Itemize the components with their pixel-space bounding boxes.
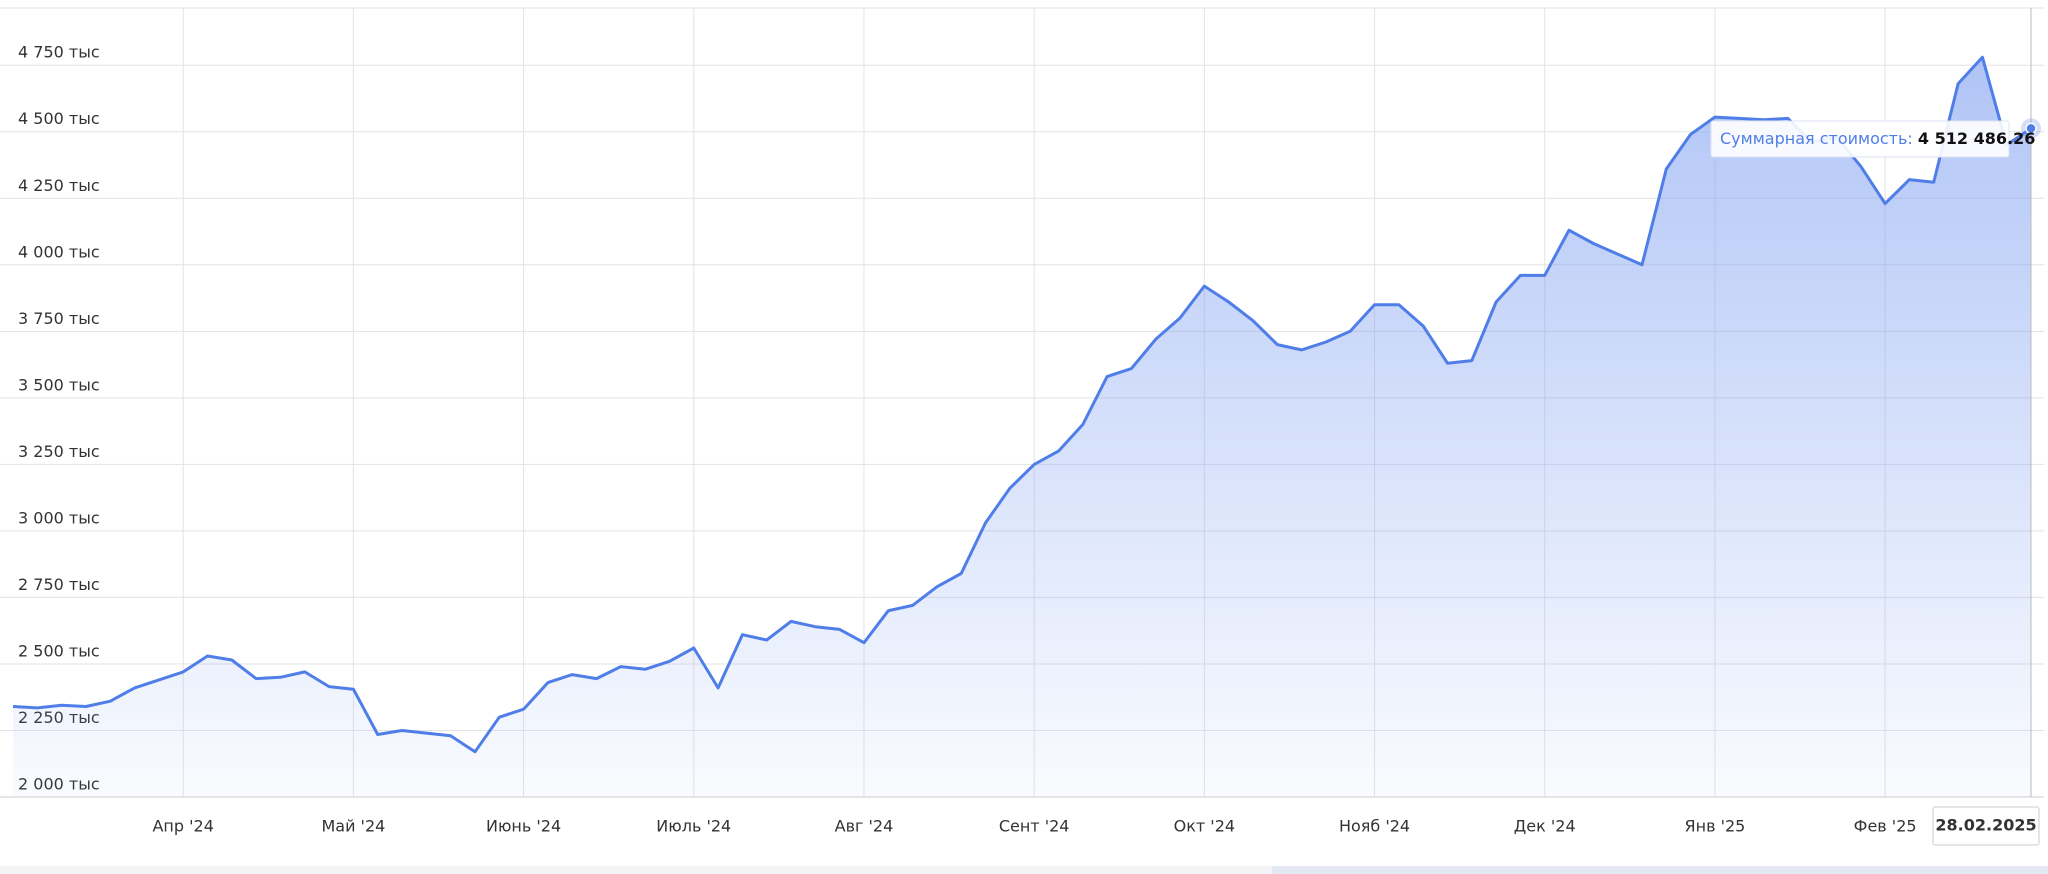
x-tick-label: Фев '25 — [1854, 817, 1917, 836]
y-tick-label: 4 250 тыс — [18, 176, 100, 195]
x-tick-label: Дек '24 — [1514, 817, 1576, 836]
y-tick-label: 2 750 тыс — [18, 575, 100, 594]
y-tick-label: 3 500 тыс — [18, 375, 100, 394]
y-tick-label: 4 500 тыс — [18, 109, 100, 128]
y-tick-label: 2 500 тыс — [18, 641, 100, 660]
y-tick-label: 3 250 тыс — [18, 442, 100, 461]
x-tick-label: Июль '24 — [656, 817, 731, 836]
tooltip-text: Суммарная стоимость: 4 512 486.26 — [1720, 129, 2035, 148]
y-tick-label: 4 000 тыс — [18, 242, 100, 261]
y-tick-label: 3 750 тыс — [18, 309, 100, 328]
line — [12, 55, 2032, 754]
tooltip-box — [1710, 120, 2010, 158]
x-tick-label: Май '24 — [321, 817, 385, 836]
area-fill — [13, 57, 2031, 797]
crosshair-label-box — [1932, 806, 2040, 846]
x-tick-label: Нояб '24 — [1339, 817, 1410, 836]
navigator — [0, 866, 2048, 874]
x-tick-label: Сент '24 — [999, 817, 1070, 836]
x-tick-label: Окт '24 — [1174, 817, 1235, 836]
x-tick-label: Авг '24 — [835, 817, 894, 836]
tooltip-label: Суммарная стоимость: — [1720, 129, 1913, 148]
navigator-range — [1272, 866, 2048, 874]
x-tick-label: Июнь '24 — [486, 817, 561, 836]
x-tick-label: Янв '25 — [1684, 817, 1745, 836]
y-tick-label: 3 000 тыс — [18, 508, 100, 527]
crosshair-label: 28.02.2025 — [1935, 816, 2036, 835]
tooltip-value: 4 512 486.26 — [1918, 129, 2035, 148]
point — [2025, 122, 2037, 135]
x-tick-label: Апр '24 — [152, 817, 213, 836]
y-tick-label: 4 750 тыс — [18, 43, 100, 62]
